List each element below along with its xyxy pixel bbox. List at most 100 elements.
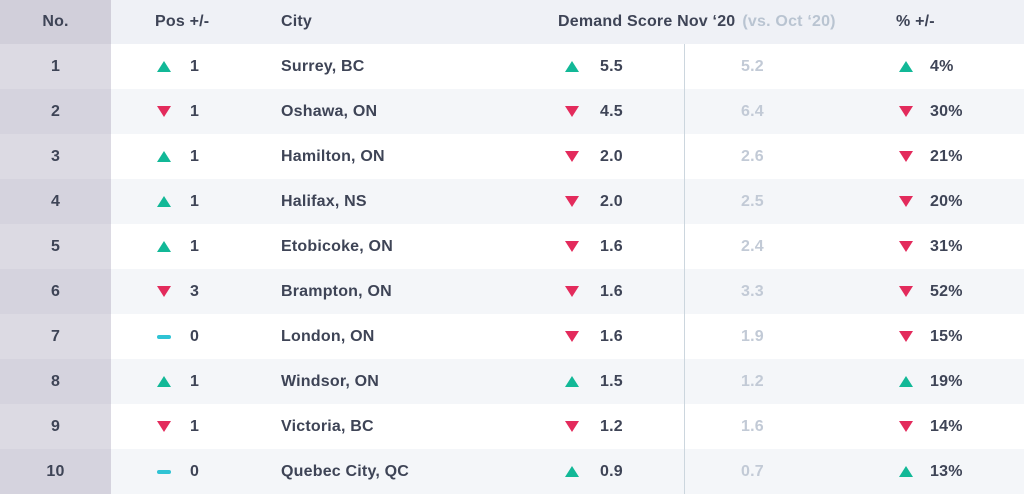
demand-score-previous-value: 2.5 [741, 192, 764, 210]
percent-change-cell: 52% [868, 269, 1024, 314]
rank-number: 1 [0, 44, 111, 89]
column-header-pos: Pos +/- [155, 13, 210, 30]
down-triangle-icon [899, 196, 913, 207]
position-change-value: 0 [190, 327, 200, 345]
demand-score-previous-cell: 3.3 [684, 269, 868, 314]
down-triangle-icon [565, 286, 579, 297]
percent-change-value: 19% [930, 372, 963, 390]
column-header-pct-change: % +/- [896, 13, 935, 30]
demand-score-current-cell: 1.6 [556, 224, 684, 269]
down-triangle-icon [899, 106, 913, 117]
position-change-cell: 0 [111, 314, 280, 359]
up-triangle-icon [565, 466, 579, 477]
table-row: 7 0 London, ON 1.6 1.9 15% [0, 314, 1024, 359]
position-change-value: 1 [190, 102, 200, 120]
up-triangle-icon [157, 61, 171, 72]
dash-icon [157, 334, 171, 339]
city-name: Quebec City, QC [281, 462, 410, 480]
column-header-demand-score: Demand Score Nov ‘20 (vs. Oct ‘20) [556, 0, 868, 44]
percent-change-cell: 4% [868, 44, 1024, 89]
demand-score-previous-cell: 5.2 [684, 44, 868, 89]
demand-score-previous-cell: 0.7 [684, 449, 868, 494]
demand-score-previous-cell: 2.4 [684, 224, 868, 269]
demand-score-previous-value: 2.6 [741, 147, 764, 165]
table-body: 1 1 Surrey, BC 5.5 5.2 4% 2 1 Oshawa, ON… [0, 44, 1024, 494]
position-change-value: 1 [190, 372, 200, 390]
position-change-value: 1 [190, 192, 200, 210]
position-change-value: 0 [190, 462, 200, 480]
percent-change-cell: 15% [868, 314, 1024, 359]
up-triangle-icon [157, 196, 171, 207]
demand-score-current-cell: 4.5 [556, 89, 684, 134]
demand-score-current-value: 0.9 [600, 462, 623, 480]
demand-score-current-cell: 1.6 [556, 314, 684, 359]
demand-score-current-value: 5.5 [600, 57, 623, 75]
demand-score-previous-value: 0.7 [741, 462, 764, 480]
demand-score-previous-value: 3.3 [741, 282, 764, 300]
position-change-cell: 1 [111, 44, 280, 89]
table-row: 5 1 Etobicoke, ON 1.6 2.4 31% [0, 224, 1024, 269]
percent-change-cell: 14% [868, 404, 1024, 449]
percent-change-value: 31% [930, 237, 963, 255]
down-triangle-icon [899, 331, 913, 342]
demand-score-current-value: 1.6 [600, 327, 623, 345]
table-row: 3 1 Hamilton, ON 2.0 2.6 21% [0, 134, 1024, 179]
down-triangle-icon [899, 151, 913, 162]
up-triangle-icon [899, 61, 913, 72]
position-change-cell: 3 [111, 269, 280, 314]
city-name: Oshawa, ON [281, 102, 378, 120]
percent-change-value: 52% [930, 282, 963, 300]
up-triangle-icon [899, 466, 913, 477]
position-change-value: 1 [190, 237, 200, 255]
percent-change-value: 4% [930, 57, 954, 75]
demand-score-previous-value: 5.2 [741, 57, 764, 75]
down-triangle-icon [157, 286, 171, 297]
rank-number: 2 [0, 89, 111, 134]
position-change-cell: 1 [111, 359, 280, 404]
demand-score-previous-cell: 1.2 [684, 359, 868, 404]
demand-score-current-value: 1.2 [600, 417, 623, 435]
demand-score-current-value: 1.5 [600, 372, 623, 390]
table-row: 1 1 Surrey, BC 5.5 5.2 4% [0, 44, 1024, 89]
up-triangle-icon [157, 151, 171, 162]
demand-score-current-value: 2.0 [600, 147, 623, 165]
city-name: London, ON [281, 327, 375, 345]
position-change-cell: 1 [111, 404, 280, 449]
demand-score-current-cell: 1.5 [556, 359, 684, 404]
up-triangle-icon [157, 376, 171, 387]
rank-number: 5 [0, 224, 111, 269]
table-header-row: No. Pos +/- City Demand Score Nov ‘20 (v… [0, 0, 1024, 44]
demand-score-previous-cell: 2.6 [684, 134, 868, 179]
demand-score-current-value: 4.5 [600, 102, 623, 120]
rank-number: 9 [0, 404, 111, 449]
percent-change-cell: 13% [868, 449, 1024, 494]
position-change-cell: 1 [111, 134, 280, 179]
table-row: 10 0 Quebec City, QC 0.9 0.7 13% [0, 449, 1024, 494]
column-header-no: No. [0, 0, 111, 44]
demand-score-current-cell: 1.2 [556, 404, 684, 449]
demand-score-label: Demand Score Nov ‘20 [558, 13, 736, 30]
position-change-value: 3 [190, 282, 200, 300]
down-triangle-icon [899, 421, 913, 432]
demand-score-previous-cell: 1.6 [684, 404, 868, 449]
demand-score-previous-value: 1.9 [741, 327, 764, 345]
city-name: Hamilton, ON [281, 147, 385, 165]
percent-change-cell: 21% [868, 134, 1024, 179]
table-row: 4 1 Halifax, NS 2.0 2.5 20% [0, 179, 1024, 224]
rank-number: 6 [0, 269, 111, 314]
position-change-value: 1 [190, 417, 200, 435]
demand-score-current-cell: 5.5 [556, 44, 684, 89]
position-change-cell: 1 [111, 224, 280, 269]
city-name: Etobicoke, ON [281, 237, 393, 255]
down-triangle-icon [565, 106, 579, 117]
down-triangle-icon [565, 241, 579, 252]
demand-score-current-cell: 0.9 [556, 449, 684, 494]
demand-score-current-cell: 1.6 [556, 269, 684, 314]
table-row: 8 1 Windsor, ON 1.5 1.2 19% [0, 359, 1024, 404]
percent-change-cell: 31% [868, 224, 1024, 269]
percent-change-value: 13% [930, 462, 963, 480]
city-name: Brampton, ON [281, 282, 392, 300]
down-triangle-icon [565, 151, 579, 162]
demand-score-previous-value: 1.2 [741, 372, 764, 390]
